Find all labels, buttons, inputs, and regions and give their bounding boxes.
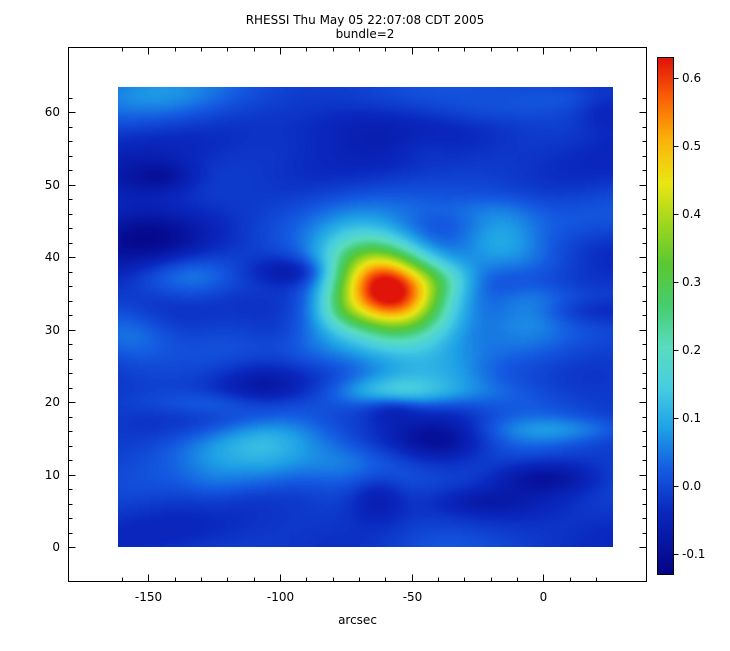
colorbar-tick-label: 0.6	[682, 70, 702, 85]
y-tick-label: 20	[44, 394, 60, 409]
y-tick-label: 0	[52, 539, 60, 554]
colorbar-tick-label: 0.5	[682, 138, 702, 153]
colorbar-tick-label: 0.4	[682, 206, 702, 221]
heatmap-canvas	[118, 87, 613, 547]
x-tick-label: 0	[539, 589, 548, 604]
colorbar-gradient	[658, 58, 673, 574]
colorbar-tick-label: -0.1	[682, 546, 706, 561]
y-tick-label: 10	[44, 467, 60, 482]
x-tick-label: -50	[402, 589, 423, 604]
y-tick-label: 40	[44, 249, 60, 264]
y-tick-label: 60	[44, 104, 60, 119]
colorbar-tick-label: 0.0	[682, 478, 702, 493]
x-axis-label: arcsec	[338, 613, 377, 627]
plot-title: RHESSI Thu May 05 22:07:08 CDT 2005	[245, 13, 485, 27]
x-tick-label: -100	[266, 589, 295, 604]
colorbar-tick-label: 0.2	[682, 342, 702, 357]
colorbar-tick-label: 0.3	[682, 274, 702, 289]
x-tick-label: -150	[134, 589, 163, 604]
plot-subtitle: bundle=2	[335, 27, 395, 41]
colorbar-tick-label: 0.1	[682, 410, 702, 425]
y-tick-label: 30	[44, 322, 60, 337]
y-tick-label: 50	[44, 177, 60, 192]
